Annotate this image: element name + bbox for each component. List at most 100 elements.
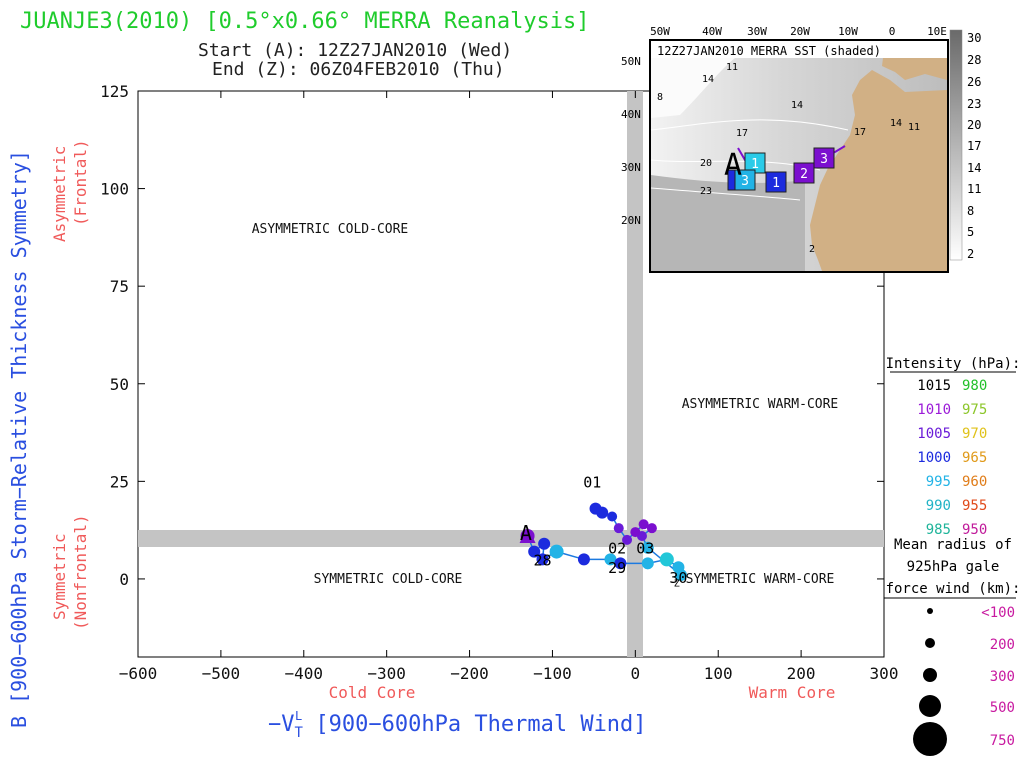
track-point — [641, 541, 654, 554]
track-label: A — [520, 521, 532, 545]
y-tick-label: 50 — [110, 375, 129, 394]
radius-dot — [925, 638, 935, 648]
inset-contour-label: 11 — [726, 62, 738, 73]
inset-lat-label: 50N — [621, 55, 641, 68]
inset-marker-box — [734, 169, 756, 191]
inset-contour-label: 20 — [700, 158, 712, 169]
inset-lon-label: 0 — [889, 25, 896, 38]
inset-contour-label: 17 — [736, 128, 748, 139]
inset-sst-map: 50W 40W 30W 20W 10W 0 10E 50N 40N 30N 20N 11 14 14 8 1… — [621, 25, 981, 273]
intensity-value: 985 — [926, 522, 951, 538]
inset-contour-1 — [650, 119, 849, 131]
x-tick-label: −500 — [202, 664, 241, 683]
radius-items: <100 200 300 500 750 — [913, 605, 1015, 756]
inset-start-marker: A — [724, 148, 742, 183]
inset-lon-label: 50W — [650, 25, 670, 38]
inset-marker-label: 3 — [820, 152, 828, 167]
x-axis-title-sub: T — [295, 725, 304, 741]
y-axis-title: B [900−600hPa Storm−Relative Thickness S… — [7, 150, 31, 728]
vertical-zero-band — [627, 91, 643, 657]
track-point — [659, 552, 674, 567]
inset-marker-box — [813, 147, 835, 169]
colorbar-tick-label: 20 — [967, 118, 981, 132]
intensity-value: 950 — [962, 522, 987, 538]
inset-contour-label: 2 — [809, 244, 815, 255]
inset-lon-label: 40W — [702, 25, 722, 38]
colorbar-tick-label: 8 — [967, 204, 974, 218]
intensity-value: 970 — [962, 426, 987, 442]
inset-marker-label: 1 — [772, 176, 780, 191]
colorbar-tick-label: 2 — [967, 247, 974, 261]
colorbar-tick-label: 14 — [967, 161, 981, 175]
x-axis-title-rest: [900−600hPa Thermal Wind] — [302, 712, 646, 737]
intensity-value: 1000 — [917, 450, 951, 466]
intensity-value: 965 — [962, 450, 987, 466]
intensity-value: 990 — [926, 498, 951, 514]
inset-marker-label: 1 — [751, 157, 759, 172]
track-point — [630, 527, 641, 538]
start-triangle-marker — [519, 526, 536, 543]
inset-title-bg — [652, 42, 945, 58]
x-tick-label: −600 — [119, 664, 158, 683]
intensity-title: Intensity (hPa): — [886, 356, 1021, 372]
track-point — [577, 553, 590, 566]
intensity-value: 955 — [962, 498, 987, 514]
inset-cold-north — [651, 58, 735, 118]
inset-axis-labels: 50W 40W 30W 20W 10W 0 10E 50N 40N 30N 20N — [621, 25, 947, 227]
horizontal-b10-band — [138, 530, 884, 547]
track-point — [641, 557, 654, 570]
radius-title-2: 925hPa gale — [907, 559, 1000, 575]
track-label: 02 — [608, 540, 626, 558]
track-point — [638, 519, 649, 530]
track-label: 29 — [608, 559, 626, 577]
colorbar-tick-label: 11 — [967, 182, 981, 196]
radius-label: 300 — [990, 669, 1015, 685]
y-tick-label: 100 — [100, 180, 129, 199]
inset-contour-3 — [650, 187, 801, 201]
inset-track-markers: 123123 — [727, 147, 835, 193]
inset-contour-label: 11 — [908, 122, 920, 133]
quadrant-lower-right: SYMMETRIC WARM-CORE — [686, 572, 835, 587]
colorbar-tick-label: 28 — [967, 53, 981, 67]
inset-contour-label: 14 — [702, 74, 714, 85]
inset-contour-label: 14 — [890, 118, 902, 129]
radius-label: <100 — [981, 605, 1015, 621]
x-tick-label: −100 — [533, 664, 572, 683]
intensity-value: 980 — [962, 378, 987, 394]
x-tick-label: 200 — [787, 664, 816, 683]
radius-title-3: force wind (km): — [886, 581, 1021, 597]
x-axis-title-sup: L — [295, 709, 302, 723]
track-point — [589, 502, 602, 515]
inset-lat-label: 20N — [621, 214, 641, 227]
radius-label: 500 — [990, 700, 1015, 716]
radius-dot — [919, 695, 941, 717]
inset-marker-label: 2 — [800, 167, 808, 182]
radius-label: 200 — [990, 637, 1015, 653]
inset-marker-box — [765, 171, 787, 193]
quadrant-upper-right: ASYMMETRIC WARM-CORE — [682, 397, 839, 412]
track-label: 01 — [583, 474, 601, 492]
track-label: 03 — [636, 540, 654, 558]
quadrant-lower-left: SYMMETRIC COLD-CORE — [314, 572, 463, 587]
x-tick-label: 300 — [870, 664, 899, 683]
inset-colorbar — [949, 29, 963, 261]
x-axis-cold-label: Cold Core — [329, 683, 416, 702]
intensity-left-column: 1015 1010 1005 1000 995 990 985 — [917, 378, 951, 538]
track-point — [622, 534, 633, 545]
y-axis-top-label-2: (Frontal) — [71, 139, 90, 226]
track-label: 30 — [669, 569, 687, 587]
colorbar-tick-label: 26 — [967, 75, 981, 89]
track-point — [607, 511, 618, 522]
y-axis-top-label-1: Asymmetric — [50, 146, 69, 242]
x-axis-title: −VTL [900−600hPa Thermal Wind] — [268, 709, 647, 741]
end-time: End (Z): 06Z04FEB2010 (Thu) — [212, 59, 505, 80]
inset-contour-label: 17 — [854, 127, 866, 138]
inset-lon-label: 10W — [838, 25, 858, 38]
intensity-value: 960 — [962, 474, 987, 490]
chart-title: JUANJE3(2010) [0.5°x0.66° MERRA Reanalys… — [20, 9, 590, 34]
radius-title-1: Mean radius of — [894, 537, 1012, 553]
track-point — [528, 545, 541, 558]
intensity-right-column: 980 975 970 965 960 955 950 — [962, 378, 987, 538]
